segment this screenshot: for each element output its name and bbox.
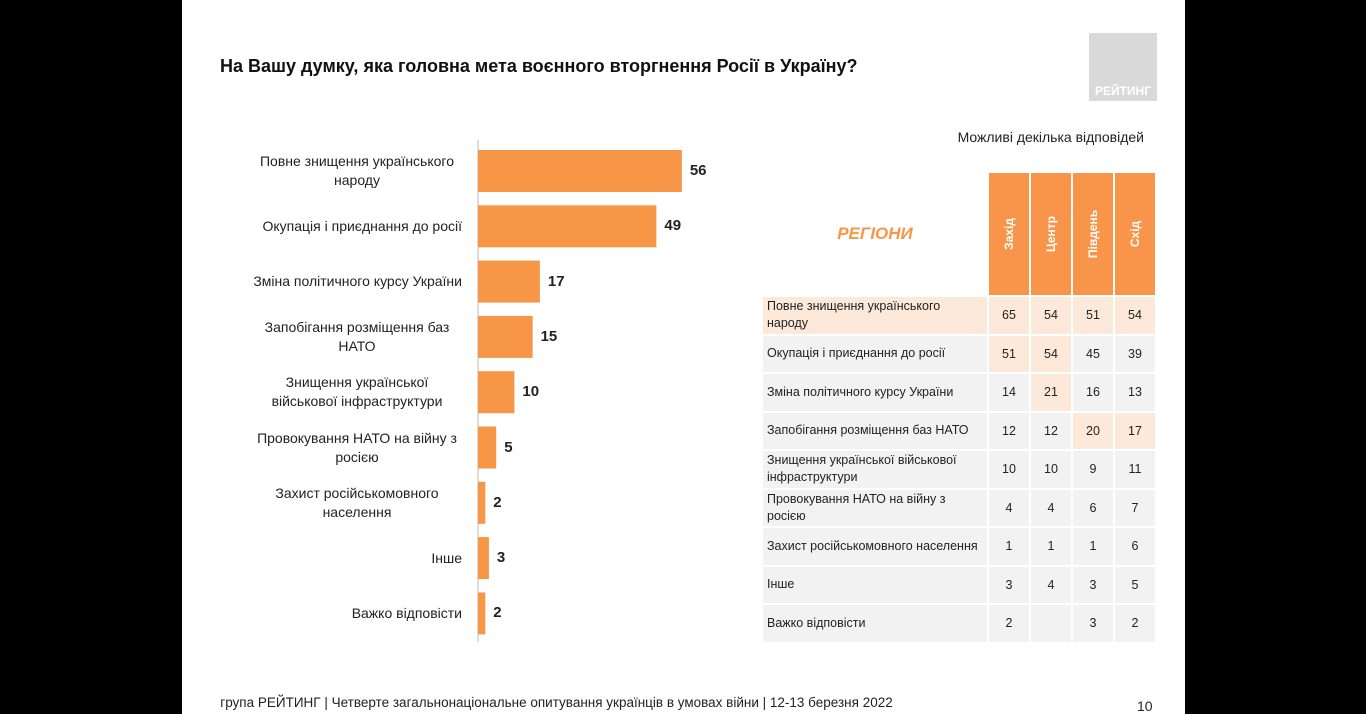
bar bbox=[478, 315, 533, 358]
category-text: Знищення української військової інфрастр… bbox=[271, 374, 443, 410]
column-header: Південь bbox=[1072, 172, 1114, 296]
table-cell: 4 bbox=[1030, 488, 1072, 527]
table-cell: 10 bbox=[1030, 450, 1072, 489]
table-cell: 65 bbox=[988, 296, 1030, 335]
bar bbox=[478, 592, 486, 635]
table-cell: 1 bbox=[988, 527, 1030, 566]
table-cell: 21 bbox=[1030, 373, 1072, 412]
table-cell: 11 bbox=[1114, 450, 1156, 489]
table-cell: 5 bbox=[1114, 565, 1156, 604]
table-cell: 10 bbox=[988, 450, 1030, 489]
value-label: 49 bbox=[664, 217, 682, 235]
table-cell: 51 bbox=[988, 334, 1030, 373]
value-label: 56 bbox=[689, 162, 707, 179]
category-text: Окупація і приєднання до росії bbox=[262, 217, 462, 234]
footer: група РЕЙТИНГ | Четверте загальнонаціона… bbox=[220, 695, 893, 710]
category-label: Повне знищення українського народу bbox=[232, 149, 462, 193]
table-cell: 12 bbox=[1030, 411, 1072, 450]
category-label: Запобігання розміщення баз НАТО bbox=[232, 315, 462, 359]
bar bbox=[478, 260, 540, 303]
value-label: 17 bbox=[547, 272, 565, 290]
table-cell: 54 bbox=[1114, 296, 1156, 335]
category-label: Окупація і приєднання до росії bbox=[232, 204, 462, 248]
category-label: Зміна політичного курсу України bbox=[232, 260, 462, 304]
title: На Вашу думку, яка головна мета воєнного… bbox=[220, 56, 858, 76]
table-cell: 20 bbox=[1072, 411, 1114, 450]
row-label: Захист російськомовного населення bbox=[762, 527, 988, 566]
table-cell: 2 bbox=[1114, 604, 1156, 643]
row-label: Інше bbox=[762, 565, 988, 604]
category-text: Зміна політичного курсу України bbox=[253, 273, 462, 290]
category-label: Знищення української військової інфрастр… bbox=[232, 370, 462, 414]
slide: На Вашу думку, яка головна мета воєнного… bbox=[182, 0, 1185, 714]
table-title: РЕГІОНИ bbox=[762, 172, 988, 296]
value-label: 5 bbox=[504, 438, 513, 456]
bar bbox=[478, 150, 682, 192]
table-cell: 9 bbox=[1072, 450, 1114, 489]
table-cell: 51 bbox=[1072, 296, 1114, 335]
category-label: Інше bbox=[232, 536, 462, 580]
table-cell: 17 bbox=[1114, 411, 1156, 450]
table-cell: 4 bbox=[988, 488, 1030, 527]
column-header-text: Захід bbox=[1001, 218, 1016, 250]
table-cell: 1 bbox=[1072, 527, 1114, 566]
category-text: Важко відповісти bbox=[351, 604, 462, 621]
table-cell: 4 bbox=[1030, 565, 1072, 604]
row-label: Окупація і приєднання до росії bbox=[762, 334, 988, 373]
column-header: Центр bbox=[1030, 172, 1072, 296]
table-cell: 3 bbox=[988, 565, 1030, 604]
table-cell: 3 bbox=[1072, 565, 1114, 604]
bar bbox=[478, 426, 497, 469]
logo-text: РЕЙТИНГ bbox=[1094, 84, 1152, 98]
table-cell: 14 bbox=[988, 373, 1030, 412]
column-header: Схід bbox=[1114, 172, 1156, 296]
category-text: Провокування НАТО на війну з росією bbox=[257, 429, 457, 465]
column-header: Захід bbox=[988, 172, 1030, 296]
row-label: Провокування НАТО на війну з росією bbox=[762, 488, 988, 527]
table-cell: 3 bbox=[1072, 604, 1114, 643]
category-label: Важко відповісти bbox=[232, 591, 462, 635]
bar bbox=[478, 205, 657, 248]
table-cell bbox=[1030, 604, 1072, 643]
category-label: Захист російськомовного населення bbox=[232, 481, 462, 525]
value-label: 10 bbox=[522, 383, 540, 401]
row-label: Зміна політичного курсу України bbox=[762, 373, 988, 412]
column-header-text: Південь bbox=[1086, 209, 1101, 259]
category-text: Захист російськомовного населення bbox=[275, 484, 439, 520]
table-cell: 7 bbox=[1114, 488, 1156, 527]
category-text: Запобігання розміщення баз НАТО bbox=[264, 318, 450, 354]
table-cell: 13 bbox=[1114, 373, 1156, 412]
table-cell: 45 bbox=[1072, 334, 1114, 373]
value-label: 15 bbox=[540, 327, 558, 345]
column-header-text: Центр bbox=[1043, 215, 1058, 253]
row-label: Запобігання розміщення баз НАТО bbox=[762, 411, 988, 450]
page-number: 10 bbox=[1137, 698, 1153, 714]
bar bbox=[478, 371, 515, 414]
column-header-text: Схід bbox=[1127, 220, 1142, 248]
category-text: Повне знищення українського народу bbox=[259, 153, 454, 188]
table-cell: 54 bbox=[1030, 296, 1072, 335]
value-label: 3 bbox=[496, 549, 506, 567]
table-cell: 16 bbox=[1072, 373, 1114, 412]
table-cell: 54 bbox=[1030, 334, 1072, 373]
table-cell: 1 bbox=[1030, 527, 1072, 566]
value-label: 2 bbox=[493, 493, 502, 511]
note: Можливі декілька відповідей bbox=[957, 129, 1144, 145]
bar bbox=[478, 481, 486, 524]
table-cell: 2 bbox=[988, 604, 1030, 643]
category-text: Інше bbox=[431, 549, 462, 566]
category-label: Провокування НАТО на війну з росією bbox=[232, 426, 462, 470]
logo: РЕЙТИНГ bbox=[1089, 33, 1157, 101]
bar-chart bbox=[477, 140, 682, 642]
value-label: 2 bbox=[493, 604, 502, 622]
table-cell: 39 bbox=[1114, 334, 1156, 373]
row-label: Важко відповісти bbox=[762, 604, 988, 643]
row-label: Повне знищення українського народу bbox=[762, 296, 988, 335]
bar bbox=[478, 537, 489, 580]
table-cell: 6 bbox=[1072, 488, 1114, 527]
row-label: Знищення української військової інфрастр… bbox=[762, 450, 988, 489]
table-cell: 12 bbox=[988, 411, 1030, 450]
table-cell: 6 bbox=[1114, 527, 1156, 566]
